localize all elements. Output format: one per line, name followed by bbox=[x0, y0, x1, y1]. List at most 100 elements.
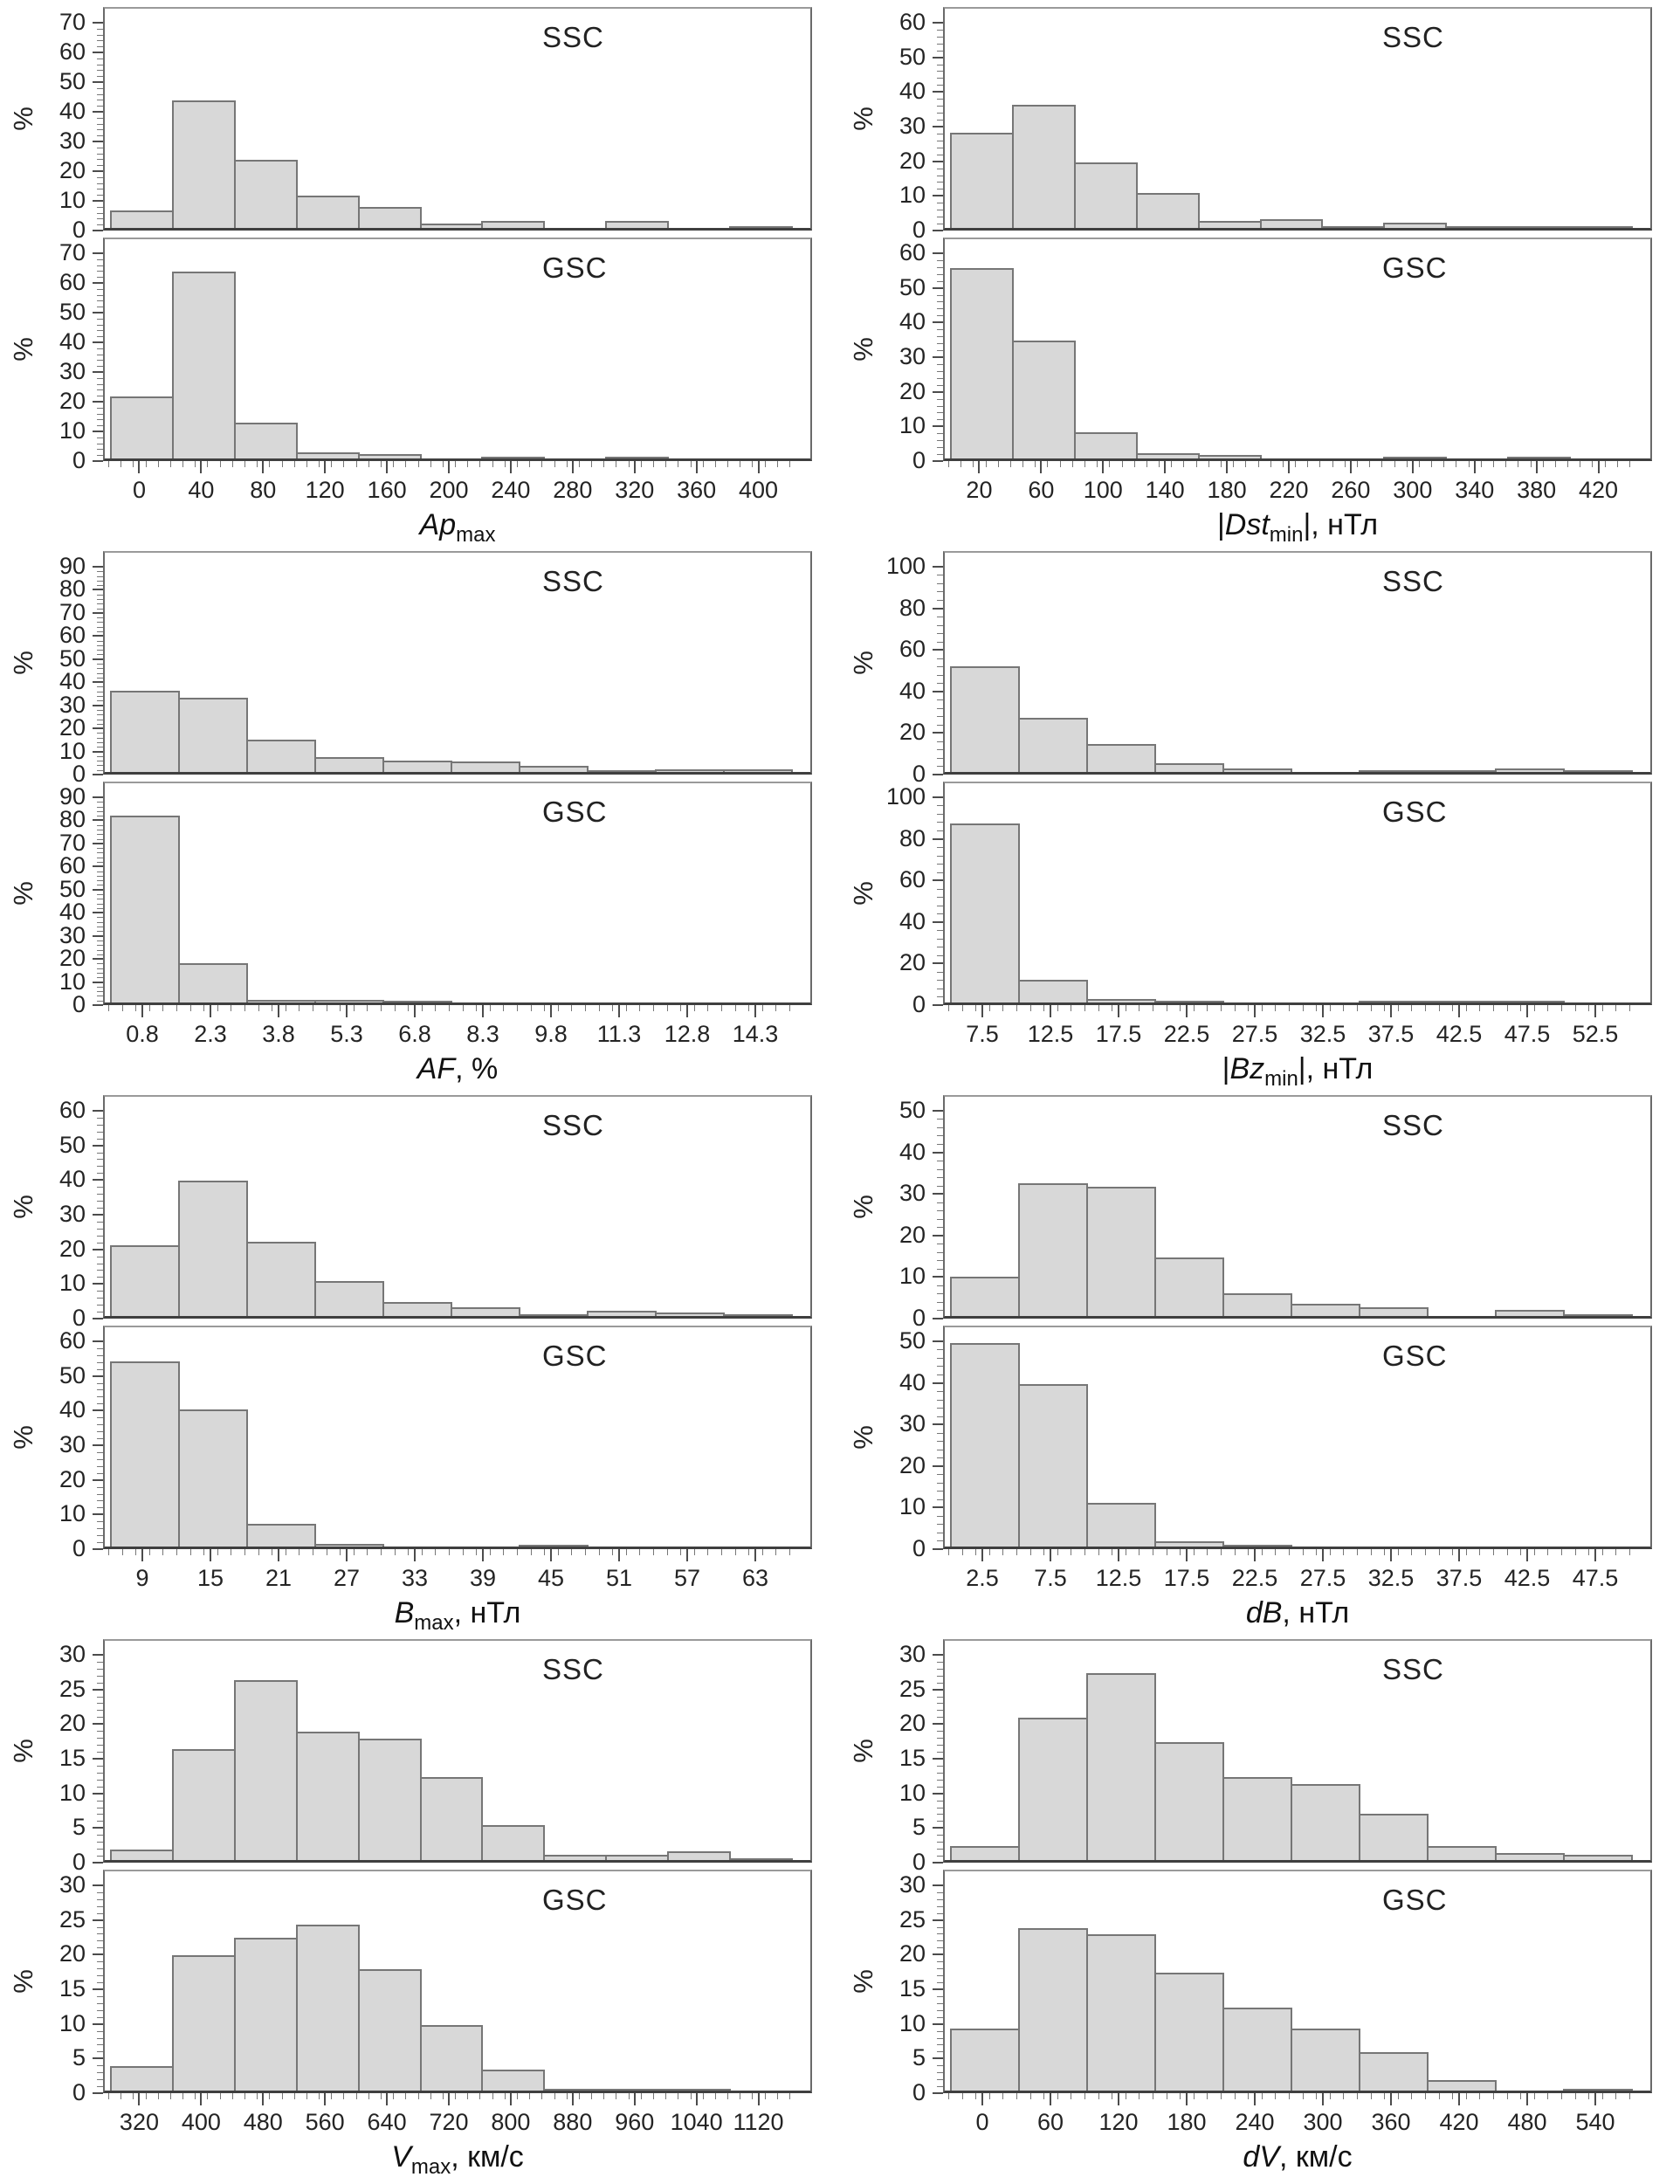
x-minor-tick bbox=[557, 1005, 559, 1011]
x-minor-tick bbox=[1221, 1549, 1222, 1555]
x-minor-tick bbox=[776, 461, 778, 467]
x-minor-tick bbox=[557, 1549, 559, 1555]
bar-dv-ssc-6 bbox=[1359, 1813, 1429, 1860]
x-minor-tick bbox=[393, 461, 395, 467]
y-tick-label: 20 bbox=[899, 1221, 926, 1248]
y-minor-tick bbox=[97, 741, 103, 743]
x-minor-tick bbox=[381, 2093, 382, 2099]
x-minor-tick bbox=[748, 1549, 750, 1555]
x-tick-label: 0.8 bbox=[126, 1021, 159, 1047]
y-minor-tick bbox=[937, 78, 943, 79]
y-major-tick bbox=[933, 125, 943, 127]
y-minor-tick bbox=[937, 1682, 943, 1684]
x-major-tick bbox=[210, 1005, 211, 1017]
bar-dst-min-gsc-0 bbox=[950, 267, 1014, 458]
y-tick-label: 30 bbox=[59, 1200, 86, 1227]
y-tick-label: 10 bbox=[59, 417, 86, 444]
x-minor-tick bbox=[1002, 1005, 1004, 1011]
x-major-tick bbox=[978, 461, 981, 473]
y-minor-tick bbox=[937, 741, 943, 742]
y-minor-tick bbox=[937, 805, 943, 807]
x-axis-title-prefix: | bbox=[1216, 508, 1225, 541]
x-minor-tick bbox=[121, 1549, 123, 1555]
y-major-tick bbox=[933, 195, 943, 197]
x-minor-tick bbox=[554, 2093, 555, 2099]
x-major-tick bbox=[414, 1005, 416, 1017]
bar-af-ssc-3 bbox=[314, 756, 384, 772]
x-minor-tick bbox=[603, 2093, 605, 2099]
y-minor-tick bbox=[97, 1968, 103, 1970]
x-minor-tick bbox=[135, 1005, 137, 1011]
x-major-tick bbox=[1288, 461, 1290, 473]
y-major-tick bbox=[93, 1179, 103, 1182]
y-tick-label: 15 bbox=[59, 1744, 86, 1771]
y-major-tick bbox=[93, 635, 103, 637]
x-minor-tick bbox=[462, 1005, 464, 1011]
x-minor-tick bbox=[479, 2093, 481, 2099]
y-major-tick bbox=[93, 589, 103, 591]
x-minor-tick bbox=[189, 1005, 191, 1011]
y-tick-label: 15 bbox=[899, 1744, 926, 1771]
x-minor-tick bbox=[1139, 1005, 1140, 1011]
y-minor-tick bbox=[937, 1515, 943, 1517]
x-tick-label: 20 bbox=[966, 477, 993, 503]
y-tick-label: 10 bbox=[899, 1779, 926, 1806]
y-minor-tick bbox=[937, 405, 943, 407]
y-tick-label: 10 bbox=[899, 412, 926, 439]
x-minor-tick bbox=[665, 461, 667, 467]
bar-dv-gsc-4 bbox=[1222, 2007, 1292, 2091]
x-minor-tick bbox=[195, 2093, 196, 2099]
y-minor-tick bbox=[97, 940, 103, 941]
x-axis-title-main: Bz bbox=[1229, 1052, 1265, 1085]
bar-dst-min-ssc-7 bbox=[1383, 223, 1448, 228]
x-minor-tick bbox=[1479, 2093, 1481, 2099]
y-minor-tick bbox=[97, 455, 103, 457]
x-major-tick bbox=[1118, 2093, 1119, 2105]
x-minor-tick bbox=[985, 461, 987, 467]
x-tick-label: 300 bbox=[1393, 477, 1433, 503]
x-minor-tick bbox=[176, 1549, 177, 1555]
y-minor-tick bbox=[937, 1293, 943, 1295]
y-major-tick bbox=[93, 796, 103, 798]
y-minor-tick bbox=[937, 1765, 943, 1767]
y-minor-tick bbox=[97, 1535, 103, 1537]
y-minor-tick bbox=[937, 1408, 943, 1409]
y-minor-tick bbox=[97, 183, 103, 184]
x-minor-tick bbox=[1029, 1549, 1031, 1555]
y-minor-tick bbox=[97, 1270, 103, 1271]
y-major-tick bbox=[933, 796, 943, 798]
x-minor-tick bbox=[1357, 1005, 1358, 1011]
y-major-tick bbox=[933, 1919, 943, 1921]
histogram-panel-v-max-ssc: SSC bbox=[103, 1639, 812, 1863]
x-axis-title-suffix: |, нТл bbox=[1303, 508, 1379, 541]
y-minor-tick bbox=[97, 324, 103, 326]
y-major-tick bbox=[93, 1144, 103, 1147]
y-tick-label: 90 bbox=[59, 552, 86, 579]
x-minor-tick bbox=[299, 1549, 300, 1555]
x-minor-tick bbox=[585, 1549, 586, 1555]
x-minor-tick bbox=[1275, 1549, 1277, 1555]
bar-af-ssc-5 bbox=[451, 761, 520, 772]
x-tick-label: 27.5 bbox=[1231, 1021, 1278, 1047]
bar-v-max-ssc-6 bbox=[481, 1825, 546, 1860]
y-major-tick bbox=[933, 1827, 943, 1829]
x-minor-tick bbox=[1397, 1005, 1399, 1011]
bar-dst-min-ssc-0 bbox=[950, 132, 1014, 228]
y-minor-tick bbox=[937, 1668, 943, 1670]
y-minor-tick bbox=[937, 830, 943, 831]
bar-db-ssc-4 bbox=[1222, 1292, 1292, 1316]
y-major-tick bbox=[933, 1109, 943, 1112]
x-major-tick bbox=[571, 461, 574, 473]
figure-db: SSC% 0 10 20 30 40 50 GSC% 0 10 20 30 40 50 2.5 7.5 12.5… bbox=[840, 1088, 1680, 1632]
x-major-tick bbox=[138, 461, 141, 473]
y-minor-tick bbox=[97, 1982, 103, 1984]
y-minor-tick bbox=[97, 1166, 103, 1168]
y-minor-tick bbox=[937, 308, 943, 310]
y-minor-tick bbox=[937, 674, 943, 676]
y-major-tick bbox=[93, 140, 103, 142]
x-minor-tick bbox=[1452, 1549, 1454, 1555]
x-minor-tick bbox=[578, 2093, 580, 2099]
y-tick-label: 0 bbox=[912, 761, 926, 787]
y-minor-tick bbox=[97, 875, 103, 877]
x-minor-tick bbox=[1316, 1549, 1318, 1555]
